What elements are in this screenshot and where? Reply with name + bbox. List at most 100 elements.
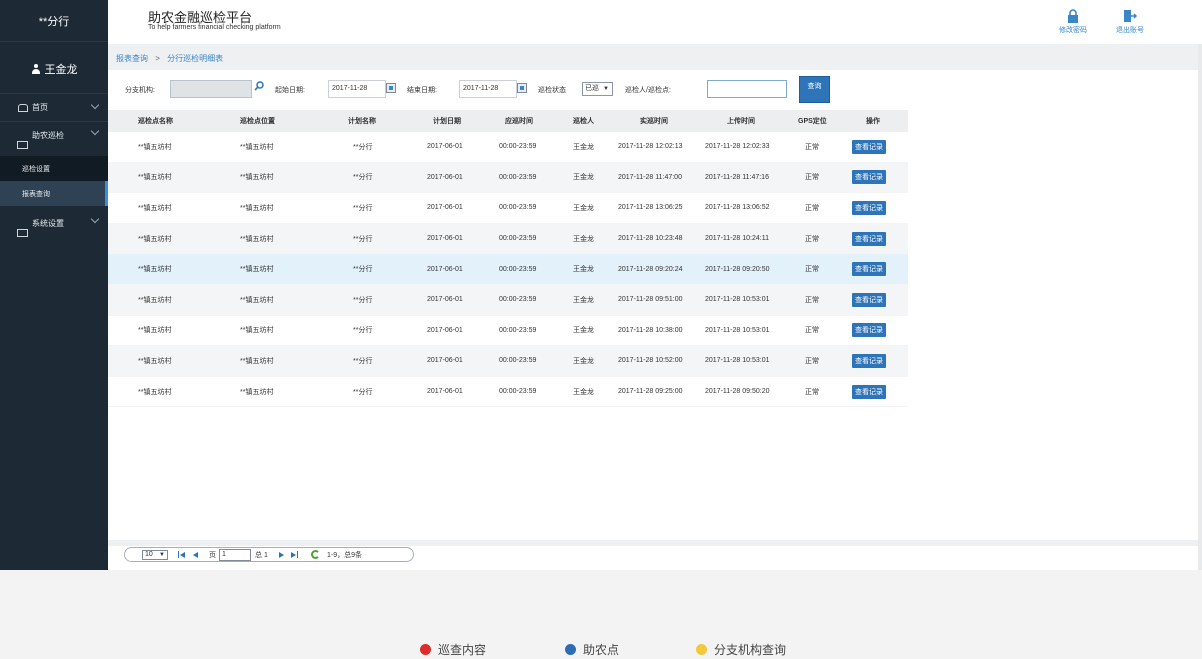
table-cell: 正常: [805, 266, 819, 274]
brand-label: **分行: [0, 0, 108, 42]
table-row[interactable]: **镇五坊村 **镇五坊村 **分行 2017-06-01 00:00-23:59 王金龙…: [108, 254, 908, 285]
branch-input[interactable]: [170, 80, 252, 98]
table-cell: 00:00-23:59: [499, 265, 537, 273]
table-cell: 王金龙: [573, 235, 594, 243]
inspector-input[interactable]: [707, 80, 787, 98]
status-select-value: 已巡: [585, 85, 599, 92]
calendar-icon[interactable]: [386, 83, 396, 93]
legend-dot-yellow: [696, 644, 707, 655]
table-cell: **镇五坊村: [138, 388, 172, 396]
view-record-button[interactable]: 查看记录: [852, 200, 886, 215]
column-header: 上传时间: [727, 118, 755, 125]
legend-item: 巡查内容: [420, 641, 486, 658]
table-cell: 00:00-23:59: [499, 143, 537, 151]
table-cell: 2017-11-28 10:53:01: [705, 357, 770, 365]
end-date-label: 结束日期:: [407, 87, 437, 94]
view-record-button[interactable]: 查看记录: [852, 292, 886, 307]
table-cell: 2017-11-28 12:02:33: [705, 143, 770, 151]
view-record-button[interactable]: 查看记录: [852, 262, 886, 277]
start-date-input[interactable]: 2017-11-28: [328, 80, 386, 98]
column-header: 操作: [866, 118, 880, 125]
first-page-icon[interactable]: [178, 551, 179, 558]
table-cell: 2017-11-28 11:47:16: [705, 173, 769, 181]
table-cell: **镇五坊村: [240, 204, 274, 212]
page-number-input[interactable]: 1: [219, 549, 251, 561]
table-cell: 王金龙: [573, 204, 594, 212]
status-label: 巡检状态: [538, 87, 566, 94]
search-icon[interactable]: [254, 81, 264, 91]
table-cell: 2017-11-28 10:23:48: [618, 235, 683, 243]
report-table: 巡检点名称 巡检点位置 计划名称 计划日期 应巡时间 巡检人 实巡时间 上传时间…: [108, 110, 908, 408]
logout-button[interactable]: 退出账号: [1110, 9, 1150, 35]
table-cell: **镇五坊村: [240, 235, 274, 243]
legend-dot-red: [420, 644, 431, 655]
sidebar-item-report-query[interactable]: 报表查询: [0, 181, 108, 206]
prev-page-icon[interactable]: [193, 552, 198, 558]
calendar-icon[interactable]: [517, 83, 527, 93]
table-row[interactable]: **镇五坊村 **镇五坊村 **分行 2017-06-01 00:00-23:59 王金龙…: [108, 223, 908, 255]
sidebar-group-label: 系统设置: [32, 219, 64, 228]
home-icon: [18, 103, 28, 112]
user-icon: [31, 63, 41, 74]
table-cell: **镇五坊村: [138, 235, 172, 243]
last-page-icon[interactable]: [297, 551, 298, 558]
table-cell: 2017-06-01: [427, 357, 463, 365]
breadcrumb-separator: >: [155, 54, 160, 63]
table-cell: **镇五坊村: [240, 357, 274, 365]
view-record-button[interactable]: 查看记录: [852, 139, 886, 154]
sidebar-item-patrol-settings[interactable]: 巡检设置: [0, 156, 108, 181]
table-cell: **镇五坊村: [138, 266, 172, 274]
sidebar-item-home[interactable]: 首页: [0, 94, 108, 122]
legend-item: 助农点: [565, 641, 619, 658]
change-password-button[interactable]: 修改密码: [1053, 9, 1093, 35]
top-header: 助农金融巡检平台 To help farmers financial check…: [108, 0, 1202, 44]
view-record-button[interactable]: 查看记录: [852, 323, 886, 338]
table-cell: **分行: [353, 388, 373, 396]
view-record-button[interactable]: 查看记录: [852, 170, 886, 185]
table-row[interactable]: **镇五坊村 **镇五坊村 **分行 2017-06-01 00:00-23:59 王金龙…: [108, 316, 908, 347]
last-page-triangle-icon[interactable]: [291, 552, 296, 558]
chevron-down-icon: ▼: [159, 552, 165, 558]
refresh-icon[interactable]: [311, 550, 320, 559]
table-row[interactable]: **镇五坊村 **镇五坊村 **分行 2017-06-01 00:00-23:59 王金龙…: [108, 346, 908, 377]
query-button[interactable]: 查询: [799, 76, 830, 103]
table-cell: 王金龙: [573, 143, 594, 151]
table-row[interactable]: **镇五坊村 **镇五坊村 **分行 2017-06-01 00:00-23:59 王金龙…: [108, 162, 908, 194]
table-cell: **镇五坊村: [138, 204, 172, 212]
column-header: 巡检人: [573, 118, 594, 125]
first-page-triangle-icon[interactable]: [180, 552, 185, 558]
legend-item: 分支机构查询: [696, 641, 786, 658]
table-cell: 2017-11-28 10:53:01: [705, 326, 770, 334]
view-record-button[interactable]: 查看记录: [852, 231, 886, 246]
table-row[interactable]: **镇五坊村 **镇五坊村 **分行 2017-06-01 00:00-23:59 王金龙…: [108, 193, 908, 224]
view-record-button[interactable]: 查看记录: [852, 353, 886, 368]
table-cell: 正常: [805, 143, 819, 151]
page-size-select[interactable]: 10 ▼: [142, 550, 168, 560]
next-page-icon[interactable]: [279, 552, 284, 558]
end-date-input[interactable]: 2017-11-28: [459, 80, 517, 98]
table-cell: 王金龙: [573, 174, 594, 182]
table-cell: 00:00-23:59: [499, 173, 537, 181]
table-row[interactable]: **镇五坊村 **镇五坊村 **分行 2017-06-01 00:00-23:59 王金龙…: [108, 132, 908, 163]
table-cell: 2017-11-28 10:24:11: [705, 235, 769, 243]
user-info: 王金龙: [0, 44, 108, 94]
view-record-button[interactable]: 查看记录: [852, 384, 886, 399]
table-cell: 00:00-23:59: [499, 388, 537, 396]
table-row[interactable]: **镇五坊村 **镇五坊村 **分行 2017-06-01 00:00-23:59 王金龙…: [108, 377, 908, 408]
scrollbar[interactable]: [1198, 44, 1202, 570]
table-cell: **镇五坊村: [138, 327, 172, 335]
table-row[interactable]: **镇五坊村 **镇五坊村 **分行 2017-06-01 00:00-23:59 王金龙…: [108, 284, 908, 316]
table-cell: 00:00-23:59: [499, 326, 537, 334]
status-select[interactable]: 已巡 ▼: [582, 82, 613, 96]
chevron-down-icon: [90, 100, 100, 110]
table-cell: 2017-11-28 10:38:00: [618, 326, 683, 334]
breadcrumb-current: 分行巡检明细表: [167, 54, 224, 63]
monitor-icon: [17, 141, 28, 149]
breadcrumb: 报表查询 > 分行巡检明细表: [108, 44, 1202, 70]
page-label: 页: [209, 552, 216, 559]
sidebar-group-system[interactable]: 系统设置: [0, 210, 108, 244]
sidebar-group-patrol[interactable]: 助农巡检: [0, 122, 108, 156]
table-cell: 王金龙: [573, 327, 594, 335]
breadcrumb-root[interactable]: 报表查询: [116, 54, 148, 63]
table-cell: **镇五坊村: [138, 174, 172, 182]
